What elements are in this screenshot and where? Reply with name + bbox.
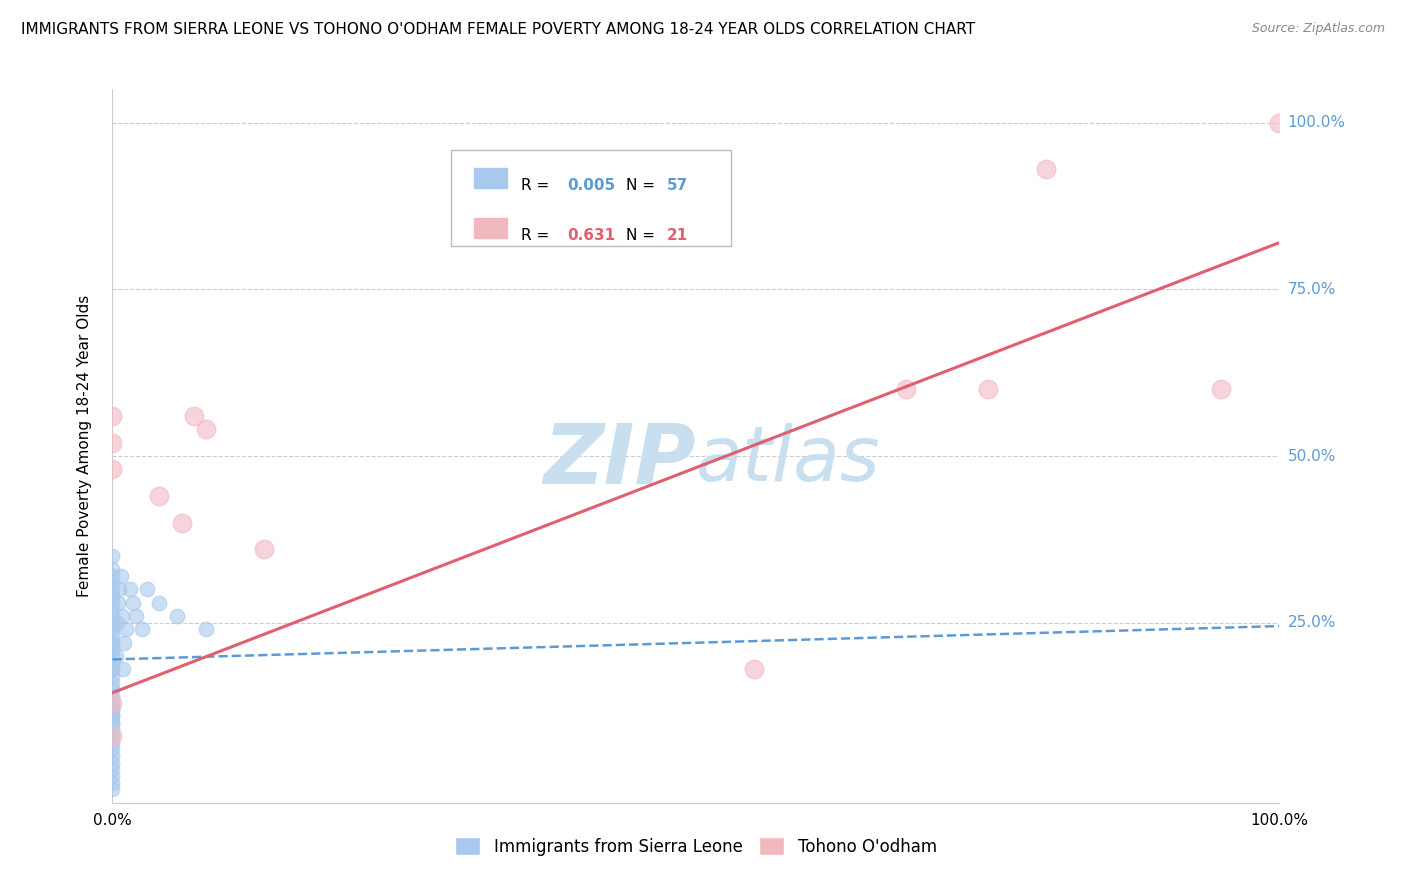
Point [101, 709, 124, 723]
Point [101, 636, 124, 650]
Point [101, 602, 124, 616]
Point [101, 696, 124, 710]
Point [101, 609, 124, 624]
Point [101, 596, 124, 610]
Point [101, 435, 124, 450]
Point [101, 589, 124, 603]
Point [101, 696, 124, 710]
Point [101, 649, 124, 664]
Text: IMMIGRANTS FROM SIERRA LEONE VS TOHONO O'ODHAM FEMALE POVERTY AMONG 18-24 YEAR O: IMMIGRANTS FROM SIERRA LEONE VS TOHONO O… [21, 22, 976, 37]
Point [1209, 382, 1232, 396]
Point [101, 689, 124, 703]
FancyBboxPatch shape [474, 168, 508, 187]
Point [136, 582, 159, 597]
Point [111, 609, 134, 624]
Point [101, 636, 124, 650]
Point [101, 702, 124, 716]
Point [101, 782, 124, 797]
Point [108, 582, 131, 597]
Point [101, 715, 124, 730]
Point [101, 756, 124, 770]
Point [172, 516, 194, 530]
Point [101, 729, 124, 743]
Point [101, 642, 124, 657]
Text: N =: N = [626, 178, 659, 193]
Point [101, 763, 124, 777]
Point [107, 596, 129, 610]
Point [101, 569, 124, 583]
Point [110, 569, 132, 583]
Point [131, 623, 153, 637]
Point [101, 623, 124, 637]
Text: 0.631: 0.631 [568, 227, 616, 243]
FancyBboxPatch shape [474, 218, 508, 237]
Text: 21: 21 [666, 227, 688, 243]
Point [125, 609, 148, 624]
Point [101, 675, 124, 690]
Text: Source: ZipAtlas.com: Source: ZipAtlas.com [1251, 22, 1385, 36]
Point [101, 742, 124, 756]
Point [976, 382, 998, 396]
Point [101, 409, 124, 423]
Point [101, 723, 124, 737]
Point [101, 662, 124, 676]
Text: R =: R = [520, 178, 554, 193]
Point [101, 715, 124, 730]
Point [148, 489, 170, 503]
Point [253, 542, 276, 557]
Point [101, 776, 124, 790]
FancyBboxPatch shape [451, 150, 731, 246]
Point [101, 662, 124, 676]
Point [101, 629, 124, 643]
Point [112, 636, 135, 650]
Point [101, 656, 124, 670]
Y-axis label: Female Poverty Among 18-24 Year Olds: Female Poverty Among 18-24 Year Olds [77, 295, 91, 597]
Point [101, 749, 124, 764]
Point [122, 596, 145, 610]
Point [166, 609, 188, 624]
Text: 75.0%: 75.0% [1288, 282, 1336, 297]
Point [194, 422, 217, 436]
Point [1268, 115, 1291, 129]
Point [101, 575, 124, 590]
Point [101, 702, 124, 716]
Point [1035, 162, 1057, 177]
Point [101, 729, 124, 743]
Point [101, 709, 124, 723]
Point [101, 462, 124, 476]
Text: 100.0%: 100.0% [1288, 115, 1346, 130]
Point [105, 615, 128, 630]
Legend: Immigrants from Sierra Leone, Tohono O'odham: Immigrants from Sierra Leone, Tohono O'o… [449, 830, 943, 863]
Point [101, 562, 124, 576]
Point [101, 615, 124, 630]
Text: ZIP: ZIP [543, 420, 696, 500]
Point [104, 649, 127, 664]
Text: 25.0%: 25.0% [1288, 615, 1336, 631]
Text: atlas: atlas [696, 424, 880, 497]
Point [101, 736, 124, 750]
Point [894, 382, 917, 396]
Point [101, 769, 124, 783]
Point [101, 669, 124, 683]
Point [111, 662, 134, 676]
Text: 57: 57 [666, 178, 688, 193]
Point [744, 662, 766, 676]
Point [183, 409, 205, 423]
Text: 0.005: 0.005 [568, 178, 616, 193]
Point [194, 623, 217, 637]
Point [101, 582, 124, 597]
Text: N =: N = [626, 227, 659, 243]
Point [101, 682, 124, 697]
Text: 50.0%: 50.0% [1288, 449, 1336, 464]
Point [148, 596, 170, 610]
Point [118, 582, 141, 597]
Point [101, 549, 124, 563]
Point [115, 623, 138, 637]
Text: R =: R = [520, 227, 554, 243]
